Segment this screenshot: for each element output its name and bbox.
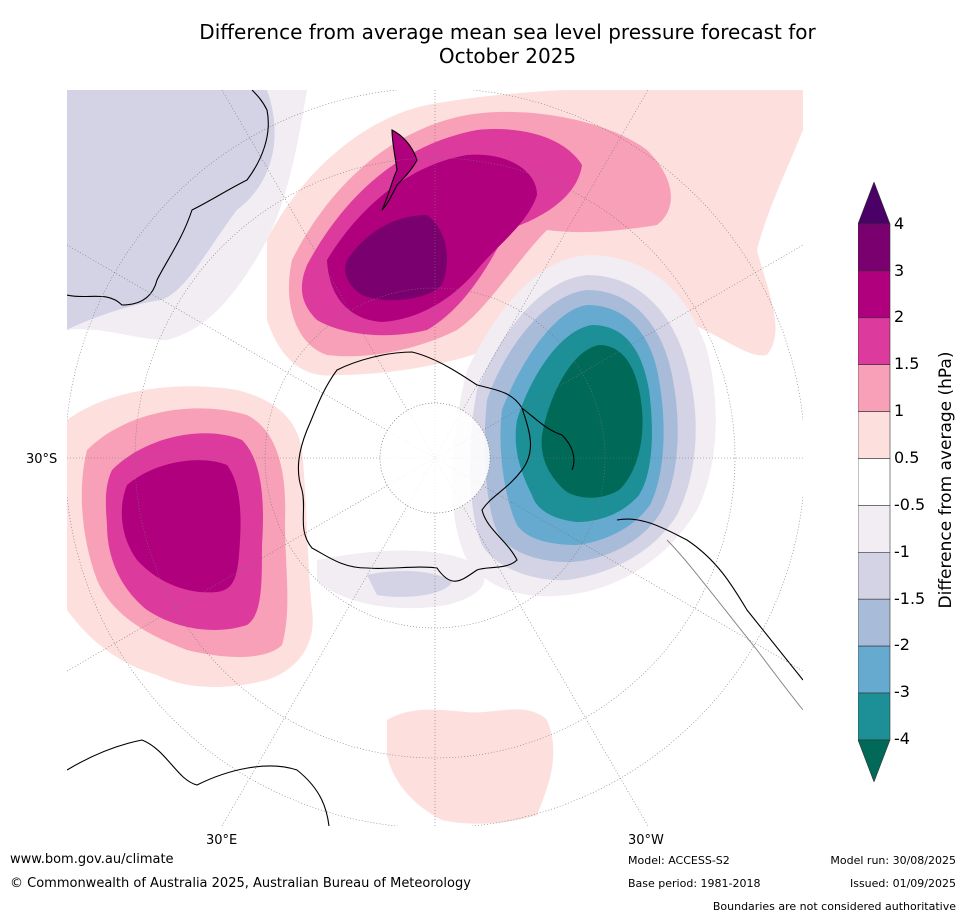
anomaly-indian-20	[121, 460, 241, 593]
anomaly-weak-neg-bottom-core	[367, 570, 452, 597]
colorbar-extend-top	[857, 181, 891, 225]
new-zealand-coastline	[381, 129, 418, 211]
colorbar-extend-bottom	[857, 739, 891, 783]
colorbar-level	[857, 317, 891, 366]
title-line-1: Difference from average mean sea level p…	[199, 20, 816, 44]
disclaimer-text: Boundaries are not considered authoritat…	[712, 900, 956, 913]
pressure-anomaly-map[interactable]	[67, 90, 803, 826]
model-text: Model: ACCESS-S2	[628, 854, 730, 867]
anomaly-atl-neg40	[541, 345, 643, 498]
chart-title: Difference from average mean sea level p…	[120, 20, 895, 68]
south-america-coastline	[616, 518, 803, 681]
colorbar-tick: 0.5	[894, 448, 920, 467]
colorbar-tick: -4	[894, 729, 910, 748]
anomaly-australia-weak	[67, 90, 307, 340]
website-link[interactable]: www.bom.gov.au/climate	[10, 852, 174, 867]
colorbar-tick: -3	[894, 682, 910, 701]
australia-coastline	[67, 90, 269, 306]
issued-text: Issued: 01/09/2025	[849, 877, 956, 890]
colorbar-tick: 4	[894, 214, 905, 233]
colorbar-tick: 1	[894, 401, 905, 420]
colorbar-tick: -1	[894, 542, 910, 561]
model-run-text: Model run: 30/08/2025	[830, 854, 956, 867]
colorbar-label: Difference from average (hPa)	[936, 351, 956, 609]
map-canvas	[67, 90, 803, 826]
colorbar-tick: -0.5	[894, 495, 926, 514]
longitude-label-30w: 30°W	[628, 833, 664, 848]
latitude-label-30s: 30°S	[26, 452, 58, 467]
title-line-2: October 2025	[438, 44, 577, 68]
colorbar-scale	[857, 181, 891, 783]
colorbar-level	[857, 458, 891, 506]
colorbar-level	[857, 411, 891, 459]
colorbar-level	[857, 598, 891, 647]
colorbar-level	[857, 645, 891, 694]
base-period-text: Base period: 1981-2018	[628, 877, 761, 890]
south-america-boundary	[666, 539, 803, 711]
africa-coastline	[67, 739, 330, 826]
colorbar-level	[857, 270, 891, 319]
colorbar-level	[857, 505, 891, 553]
colorbar-level	[857, 364, 891, 412]
colorbar: 4 3 2 1.5 1 0.5 -0.5 -1 -1.5 -2 -3 -4	[857, 181, 958, 783]
colorbar-tick: -1.5	[894, 589, 926, 608]
antarctic-peninsula	[521, 407, 575, 471]
colorbar-axis-label: Difference from average (hPa)	[931, 330, 961, 630]
anomaly-australia-neg	[67, 90, 275, 330]
colorbar-tick: 3	[894, 261, 905, 280]
colorbar-tick: 1.5	[894, 354, 920, 373]
colorbar-level	[857, 692, 891, 741]
copyright-text: © Commonwealth of Australia 2025, Austra…	[10, 876, 471, 891]
anomaly-pos-bottom	[387, 709, 554, 824]
anomaly-nz-30	[345, 215, 447, 301]
colorbar-level	[857, 223, 891, 272]
colorbar-tick: -2	[894, 635, 910, 654]
antarctica-coastline	[297, 351, 532, 582]
longitude-label-30e: 30°E	[206, 833, 238, 848]
colorbar-level	[857, 551, 891, 600]
colorbar-tick: 2	[894, 307, 905, 326]
graticule	[67, 90, 803, 826]
